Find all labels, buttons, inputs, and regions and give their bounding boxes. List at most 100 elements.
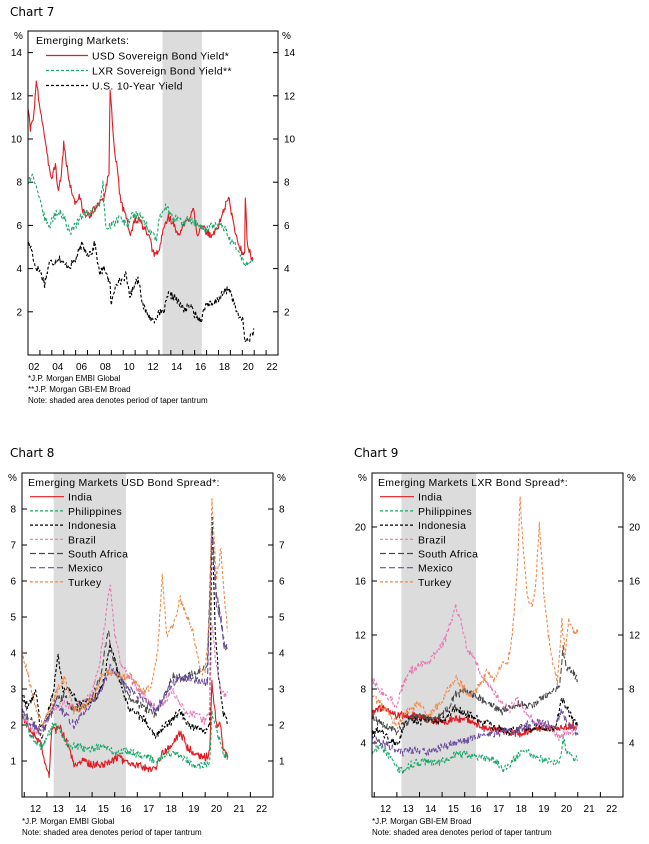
y-unit-left: % (8, 473, 17, 484)
y-tick-label-right: 16 (629, 577, 641, 588)
x-tick-label: 14 (75, 804, 87, 815)
y-tick-label-right: 12 (284, 91, 296, 102)
taper-tantrum-shading (53, 473, 127, 797)
y-tick-label-left: 7 (10, 541, 16, 552)
y-tick-label-left: 4 (360, 739, 366, 750)
y-unit-left: % (14, 31, 23, 42)
footnote: Note: shaded area denotes period of tape… (372, 828, 552, 837)
y-tick-label-right: 8 (284, 178, 290, 189)
footnote: *J.P. Morgan EMBI Global (22, 817, 115, 826)
y-tick-label-right: 8 (279, 505, 285, 516)
y-unit-right: % (627, 473, 636, 484)
y-tick-label-right: 20 (629, 523, 641, 534)
legend: Emerging Markets USD Bond Spread*: India P… (28, 477, 220, 589)
x-tick-label: 14 (425, 804, 437, 815)
chart7-footnotes: *J.P. Morgan EMBI Global **J.P. Morgan G… (28, 373, 208, 406)
legend-label: South Africa (68, 549, 128, 561)
y-unit-left: % (358, 473, 367, 484)
legend-title: Emerging Markets USD Bond Spread*: (28, 477, 220, 489)
series-line-turkey (22, 498, 229, 727)
x-tick-label: 22 (266, 362, 278, 373)
footnote: Note: shaded area denotes period of tape… (22, 828, 202, 837)
y-tick-label-right: 5 (279, 613, 285, 624)
chart9-label: Chart 9 (354, 446, 399, 460)
x-tick-label: 12 (30, 804, 42, 815)
x-tick-label: 18 (166, 804, 178, 815)
x-tick-label: 16 (470, 804, 482, 815)
x-tick-label: 06 (76, 362, 88, 373)
x-tick-label: 14 (171, 362, 183, 373)
y-tick-label-left: 8 (16, 178, 22, 189)
x-tick-label: 04 (52, 362, 64, 373)
x-tick-label: 13 (53, 804, 65, 815)
plot-frame (27, 30, 279, 356)
x-tick-label: 18 (219, 362, 231, 373)
legend-title: Emerging Markets LXR Bond Spread*: (378, 477, 568, 489)
y-tick-label-right: 2 (284, 307, 290, 318)
legend-label: LXR Sovereign Bond Yield** (92, 66, 232, 78)
legend-label: Brazil (418, 534, 446, 546)
y-tick-label-right: 4 (629, 739, 635, 750)
x-tick-label: 22 (606, 804, 618, 815)
y-tick-label-right: 10 (284, 135, 296, 146)
x-tick-label: 02 (28, 362, 40, 373)
taper-tantrum-shading (401, 473, 477, 797)
y-tick-label-left: 3 (10, 685, 16, 696)
legend-title: Emerging Markets: (36, 35, 129, 47)
legend-label: South Africa (418, 549, 478, 561)
series-line-mexico (372, 707, 579, 757)
x-tick-label: 20 (211, 804, 223, 815)
y-tick-label-left: 20 (355, 523, 367, 534)
x-tick-label: 15 (98, 804, 110, 815)
series-line-usd-sovereign-bond-yield (28, 80, 254, 261)
x-tick-label: 21 (584, 804, 596, 815)
y-tick-label-right: 12 (629, 631, 641, 642)
series-line-indonesia (22, 515, 229, 739)
y-tick-label-right: 1 (279, 757, 285, 768)
legend-label: Philippines (418, 506, 472, 518)
x-tick-label: 12 (147, 362, 159, 373)
series-line-brazil (372, 603, 579, 742)
legend-label: India (418, 492, 442, 504)
chart8-label: Chart 8 (10, 446, 55, 460)
y-tick-label-left: 12 (11, 91, 23, 102)
y-tick-label-left: 12 (355, 631, 367, 642)
y-tick-label-right: 4 (279, 649, 285, 660)
plot-frame (21, 472, 274, 798)
y-tick-label-right: 4 (284, 264, 290, 275)
legend-label: Mexico (418, 563, 453, 575)
legend-label: Mexico (68, 563, 103, 575)
legend-label: USD Sovereign Bond Yield* (92, 51, 229, 63)
legend-label: Turkey (418, 577, 452, 589)
y-tick-label-left: 2 (16, 307, 22, 318)
y-tick-label-left: 1 (10, 757, 16, 768)
legend: Emerging Markets LXR Bond Spread*: India P… (378, 477, 568, 589)
y-tick-label-right: 8 (629, 685, 635, 696)
x-tick-label: 19 (188, 804, 200, 815)
series-line-philippines (22, 710, 229, 769)
y-tick-label-left: 4 (10, 649, 16, 660)
legend-label: Brazil (68, 534, 96, 546)
y-tick-label-left: 6 (10, 577, 16, 588)
y-tick-label-left: 6 (16, 221, 22, 232)
legend: Emerging Markets: USD Sovereign Bond Yiel… (36, 35, 232, 93)
y-tick-label-left: 14 (11, 48, 23, 59)
series-line-turkey (372, 495, 579, 730)
series-line-u-s-10-year-yield (28, 240, 255, 343)
x-tick-label: 20 (561, 804, 573, 815)
y-tick-label-right: 14 (284, 48, 296, 59)
series-line-mexico (22, 533, 229, 732)
y-tick-label-right: 6 (279, 577, 285, 588)
series-line-south-africa (22, 526, 229, 740)
y-tick-label-left: 8 (10, 505, 16, 516)
chart8-footnotes: *J.P. Morgan EMBI Global Note: shaded ar… (22, 816, 202, 838)
x-tick-label: 16 (120, 804, 132, 815)
legend-label: Indonesia (418, 520, 466, 532)
series-line-brazil (22, 584, 229, 736)
x-tick-label: 10 (124, 362, 136, 373)
y-tick-label-left: 4 (16, 264, 22, 275)
x-tick-label: 17 (143, 804, 155, 815)
x-tick-label: 20 (243, 362, 255, 373)
footnote: Note: shaded area denotes period of tape… (28, 396, 208, 405)
